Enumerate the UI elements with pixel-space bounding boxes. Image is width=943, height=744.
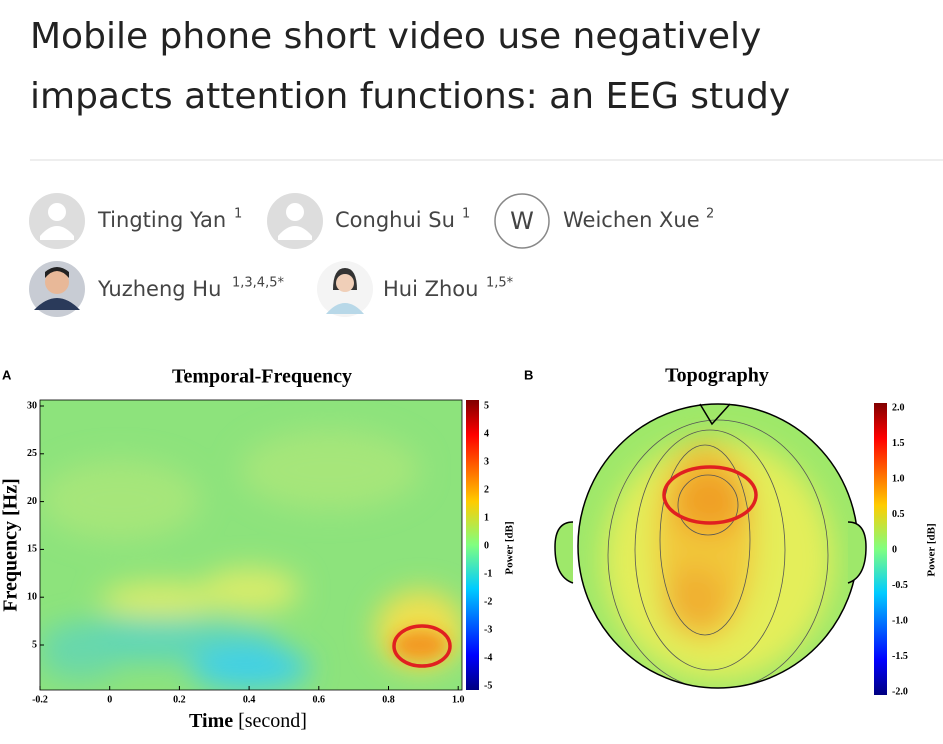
highlight-circle [392,624,452,668]
author-affiliation: 2 [706,207,714,222]
x-axis-label-main: Time [189,710,233,732]
y-tick-label: 30 [27,400,37,411]
colorbar-tick-label: 1.5 [892,438,905,449]
author-name[interactable]: Tingting Yan [97,208,226,232]
colorbar-tick-label: -2.0 [892,686,908,697]
colorbar-tick-label: 4 [484,428,489,439]
colorbar-tick-label: 2.0 [892,402,905,413]
author-affiliation: 1 [234,207,242,222]
colorbar [874,403,887,695]
colorbar-tick-label: -1.5 [892,651,908,662]
author-affiliation: 1,5* [486,276,514,291]
ticks: -0.2 0 0.2 0.4 0.6 0.8 1.030252015105543210-1-… [27,400,908,705]
colorbar-tick-label: -2 [484,596,492,607]
colorbar-tick-label: -4 [484,652,492,663]
article-title: impacts attention functions: an EEG stud… [30,76,790,117]
avatar[interactable] [29,193,85,249]
x-tick-label: 0.2 [173,694,186,705]
colorbar-tick-label: -0.5 [892,580,908,591]
colorbar-tick-label: 0.5 [892,509,905,520]
article-title: Mobile phone short video use negatively [30,16,761,57]
x-tick-label: 1.0 [452,694,465,705]
author-affiliation: 1 [462,207,470,222]
avatar[interactable] [317,261,373,317]
colorbar-tick-label: -5 [484,680,492,691]
panel-label: A [2,367,12,382]
x-tick-label: 0.8 [382,694,395,705]
avatar[interactable] [267,193,323,249]
colorbar-label: Power [dB] [504,521,516,574]
colorbar-tick-label: -1 [484,568,492,579]
highlight-circle [662,465,758,525]
y-tick-label: 5 [32,639,37,650]
x-tick-label: -0.2 [32,694,48,705]
colorbar-tick-label: 0 [892,544,897,555]
colorbar-tick-label: 2 [484,484,489,495]
colorbar-tick-label: 5 [484,400,489,411]
author-name[interactable]: Weichen Xue [563,208,700,232]
avatar[interactable] [29,261,85,317]
colorbar-tick-label: 1 [484,512,489,523]
y-tick-label: 10 [27,591,37,602]
heatmap [40,400,462,690]
author-name[interactable]: Conghui Su [335,208,455,232]
colorbar-tick-label: -1.0 [892,615,908,626]
y-tick-label: 15 [27,544,37,555]
x-tick-label: 0.6 [313,694,326,705]
panel-label: B [524,367,533,382]
author-affiliation: 1,3,4,5* [232,276,284,291]
colorbar-label: Power [dB] [926,523,938,576]
avatar[interactable]: W [494,193,550,249]
x-axis-label: Time [second] [189,710,307,732]
avatar-initial: W [510,207,534,235]
x-tick-label: 0 [107,694,112,705]
colorbar-tick-label: 0 [484,540,489,551]
x-axis-label-unit: [second] [238,710,307,732]
y-axis-label: Frequency [Hz] [0,478,22,612]
colorbar-tick-label: 3 [484,456,489,467]
author-name[interactable]: Hui Zhou [383,277,478,301]
panel-title: Topography [665,365,769,387]
plot-frame [39,399,463,691]
topography [554,403,867,689]
colorbar [466,400,479,690]
colorbar-tick-label: 1.0 [892,473,905,484]
colorbar-tick-label: -3 [484,624,492,635]
y-tick-label: 20 [27,496,37,507]
y-tick-label: 25 [27,448,37,459]
author-name[interactable]: Yuzheng Hu [97,277,221,301]
panel-title: Temporal-Frequency [172,366,352,388]
x-tick-label: 0.4 [243,694,256,705]
